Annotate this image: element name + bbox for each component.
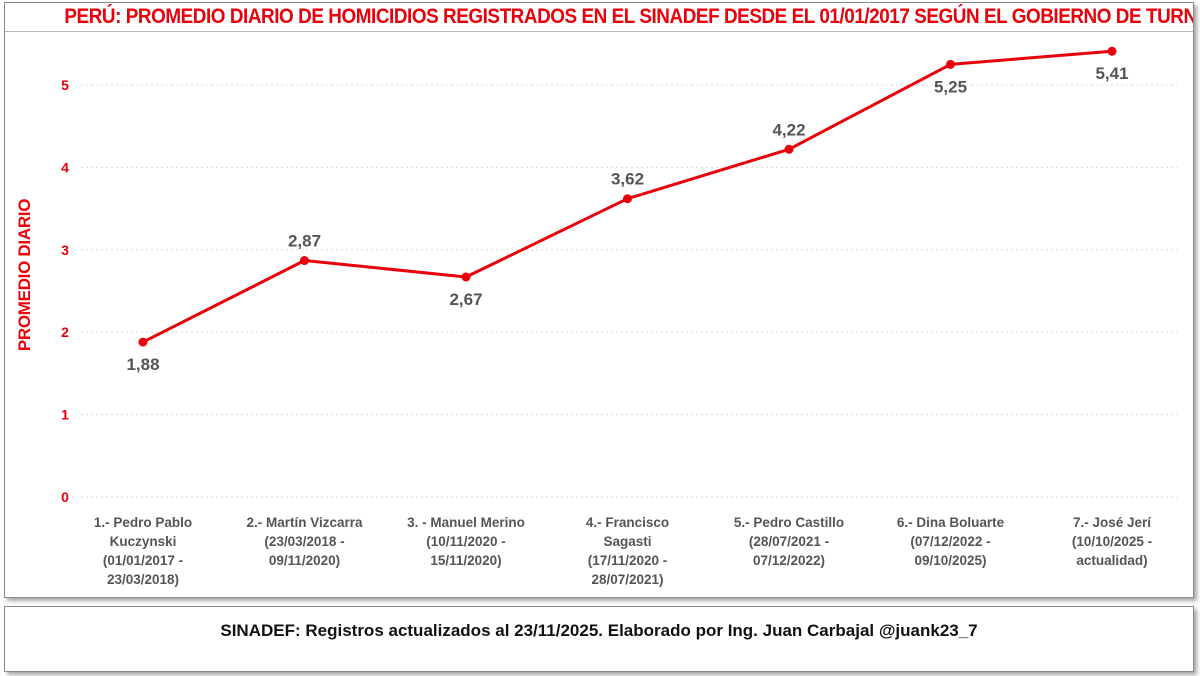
footer-text: SINADEF: Registros actualizados al 23/11… — [220, 621, 978, 640]
data-label: 5,41 — [1095, 64, 1128, 83]
x-tick-label-line: 07/12/2022) — [752, 553, 826, 568]
data-label: 2,87 — [288, 232, 321, 251]
x-tick-label-line: 6.- Dina Boluarte — [896, 515, 1005, 530]
y-axis-label: PROMEDIO DIARIO — [15, 198, 34, 352]
data-label: 5,25 — [934, 77, 967, 96]
x-tick-label-line: 2.- Martín Vizcarra — [246, 515, 363, 530]
x-tick-label: 7.- José Jerí (10/10/2025 - actualidad) — [1037, 513, 1187, 570]
x-tick-label: 6.- Dina Boluarte (07/12/2022 - 09/10/2025… — [876, 513, 1026, 570]
x-tick-label-line: Sagasti — [603, 534, 652, 549]
x-tick-label-line: 3. - Manuel Merino — [407, 515, 525, 530]
y-tick-label: 4 — [61, 159, 69, 175]
data-point — [1107, 46, 1117, 56]
footer-box: SINADEF: Registros actualizados al 23/11… — [4, 606, 1194, 672]
data-point — [300, 256, 309, 266]
y-tick-label: 0 — [61, 489, 69, 505]
x-tick-label-line: 09/11/2020) — [268, 553, 341, 568]
data-label: 3,62 — [611, 170, 644, 189]
x-tick-label-line: (10/10/2025 - — [1071, 534, 1153, 549]
x-tick-label-line: 4.- Francisco — [585, 515, 670, 530]
data-point — [138, 337, 148, 347]
x-tick-label-line: 5.- Pedro Castillo — [733, 515, 845, 530]
x-tick-label-line: (23/03/2018 - — [264, 534, 345, 549]
x-tick-label-line: actualidad) — [1076, 553, 1148, 568]
chart-title: PERÚ: PROMEDIO DIARIO DE HOMICIDIOS REGI… — [64, 5, 1194, 28]
data-label: 4,22 — [772, 120, 805, 139]
x-tick-label: 3. - Manuel Merino (10/11/2020 - 15/11/202… — [391, 513, 541, 570]
chart-frame: PERÚ: PROMEDIO DIARIO DE HOMICIDIOS REGI… — [4, 2, 1194, 598]
title-divider — [5, 31, 1193, 32]
data-point — [784, 144, 794, 154]
x-tick-label-line: 7.- José Jerí — [1072, 515, 1152, 530]
x-tick-label-line: 15/11/2020) — [430, 553, 502, 568]
x-tick-label-line: (01/01/2017 - — [102, 553, 184, 568]
x-tick-label-line: (10/11/2020 - — [426, 534, 506, 549]
data-point — [946, 59, 955, 69]
y-tick-label: 2 — [61, 324, 69, 340]
chart-plot: 0 1 2 3 4 5 1,88 2,87 2,67 3,62 4,22 5,25 5,41 — [61, 46, 1177, 505]
y-tick-label: 5 — [61, 77, 69, 93]
x-tick-label-line: (28/07/2021 - — [748, 534, 830, 549]
x-tick-label: 5.- Pedro Castillo (28/07/2021 - 07/12/202… — [714, 513, 864, 570]
x-tick-label-line: (17/11/2020 - — [587, 553, 668, 568]
data-point — [623, 194, 632, 204]
data-point — [461, 272, 471, 282]
y-tick-label: 1 — [61, 407, 69, 423]
x-tick-label-line: 28/07/2021) — [591, 572, 664, 587]
y-tick-label: 3 — [61, 242, 69, 258]
x-tick-label: 2.- Martín Vizcarra (23/03/2018 - 09/11/20… — [230, 513, 380, 570]
x-tick-label: 1.- Pedro Pablo Kuczynski (01/01/2017 - 23/… — [68, 513, 218, 589]
x-tick-label-line: 1.- Pedro Pablo — [93, 515, 193, 530]
x-tick-label: 4.- Francisco Sagasti (17/11/2020 - 28/07/2… — [553, 513, 703, 589]
data-label: 2,67 — [449, 290, 482, 309]
x-tick-label-line: Kuczynski — [109, 534, 177, 549]
x-tick-label-line: (07/12/2022 - — [910, 534, 991, 549]
data-label: 1,88 — [126, 355, 159, 374]
x-tick-label-line: 09/10/2025) — [914, 553, 987, 568]
x-tick-label-line: 23/03/2018) — [106, 572, 180, 587]
